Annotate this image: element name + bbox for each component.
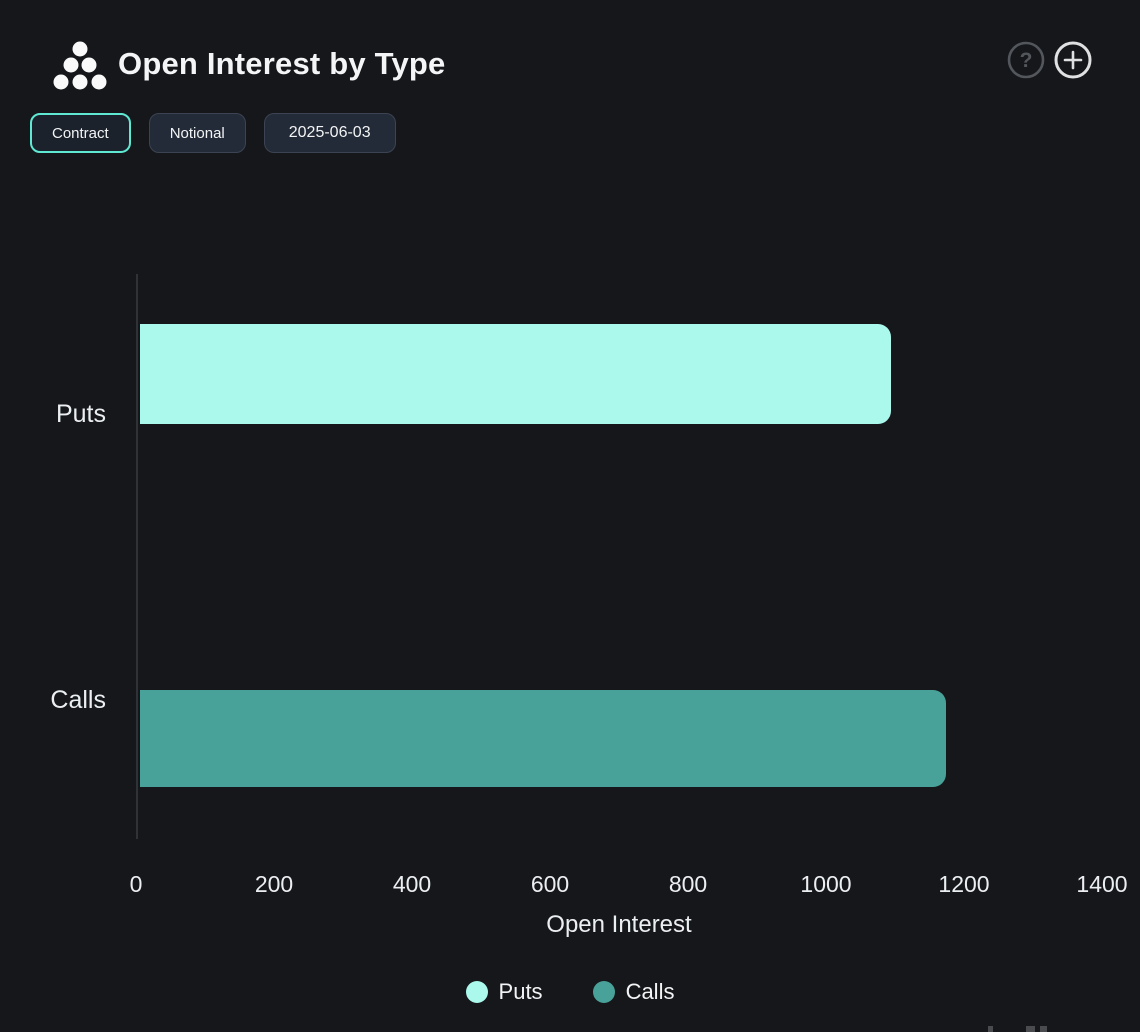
legend-label-calls: Calls	[625, 979, 675, 1004]
y-category-label-calls: Calls	[50, 686, 106, 714]
legend-item-calls[interactable]: Calls	[592, 979, 675, 1005]
x-tick-label: 800	[668, 871, 708, 897]
x-tick-label: 600	[530, 871, 570, 897]
bar-puts[interactable]	[140, 324, 891, 424]
add-icon[interactable]	[1053, 40, 1093, 80]
bar-calls[interactable]	[140, 690, 946, 787]
x-tick-label: 1400	[1076, 871, 1128, 897]
date-selector-button[interactable]: 2025-06-03	[263, 113, 396, 153]
plot-area	[136, 274, 1102, 839]
cutoff-watermark	[1026, 1026, 1035, 1032]
cutoff-watermark	[1040, 1026, 1047, 1032]
legend-dot-calls-icon	[592, 981, 615, 1003]
dot-pyramid-logo-icon	[53, 41, 107, 90]
legend: Puts Calls	[0, 979, 1140, 1005]
x-tick-label: 200	[254, 871, 294, 897]
y-category-label-puts: Puts	[55, 400, 106, 428]
legend-label-puts: Puts	[498, 979, 543, 1004]
x-axis-ticks: 0 200 400 600 800 1000 1200 1400	[130, 871, 1128, 901]
page-title: Open Interest by Type	[118, 46, 446, 81]
x-tick-label: 400	[392, 871, 432, 897]
x-axis-title: Open Interest	[546, 911, 692, 938]
contract-toggle-button[interactable]: Contract	[30, 113, 131, 153]
notional-toggle-button[interactable]: Notional	[148, 113, 246, 153]
toolbar: Contract Notional 2025-06-03	[30, 113, 396, 153]
legend-dot-puts-icon	[465, 981, 488, 1003]
svg-text:?: ?	[1020, 49, 1033, 72]
x-tick-label: 0	[129, 871, 143, 897]
cutoff-watermark	[988, 1026, 993, 1032]
x-tick-label: 1000	[800, 871, 852, 897]
legend-item-puts[interactable]: Puts	[465, 979, 543, 1005]
x-tick-label: 1200	[938, 871, 990, 897]
help-icon[interactable]: ?	[1006, 40, 1046, 80]
